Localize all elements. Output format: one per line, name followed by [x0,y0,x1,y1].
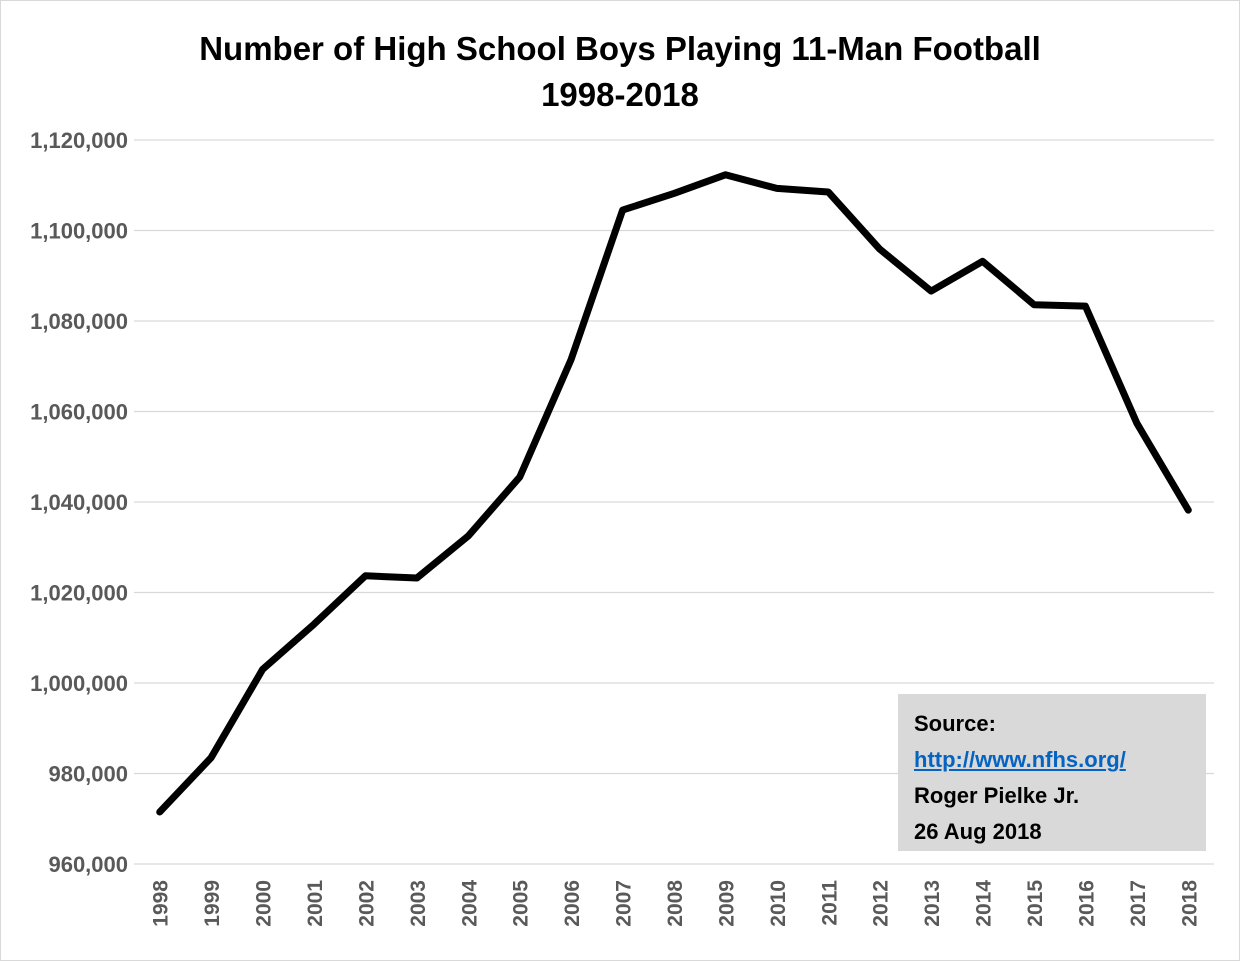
x-tick-label: 2005 [510,880,533,927]
series-group [156,171,1192,816]
data-point [672,191,676,196]
x-tick-label: 2006 [561,880,584,927]
source-author: Roger Pielke Jr. [914,783,1080,808]
data-point [157,809,162,814]
y-axis-ticks: 960,000 980,000 1,000,000 1,020,000 1,040,00… [30,128,128,877]
x-tick-label: 2012 [870,880,893,927]
data-point [826,190,831,195]
data-point [1134,421,1139,426]
x-tick-label: 2002 [355,880,378,927]
x-tick-label: 2008 [664,880,687,927]
x-tick-label: 1998 [150,880,173,927]
data-point [517,475,522,480]
x-tick-label: 2016 [1075,880,1098,927]
x-tick-label: 2004 [458,880,481,927]
y-tick-label: 1,100,000 [30,219,128,244]
x-tick-label: 2013 [921,880,944,927]
data-point [723,172,728,177]
data-point [363,573,368,578]
x-tick-label: 2018 [1178,880,1201,927]
x-tick-label: 2001 [304,880,327,927]
data-point [569,357,574,362]
y-tick-label: 1,120,000 [30,128,128,153]
data-point [980,259,985,264]
x-tick-label: 1999 [201,880,224,927]
y-tick-label: 1,020,000 [30,581,128,606]
x-tick-label: 2011 [818,880,841,926]
data-point [1032,302,1036,307]
source-label: Source: [914,711,996,736]
x-tick-label: 2003 [407,880,430,927]
y-tick-label: 1,040,000 [30,490,128,515]
y-tick-label: 960,000 [48,852,128,877]
source-link[interactable]: http://www.nfhs.org/ [914,747,1126,772]
chart-title-line1: Number of High School Boys Playing 11-Ma… [199,30,1041,67]
data-point [877,247,882,252]
x-tick-label: 2017 [1127,880,1150,927]
data-point [1186,508,1191,513]
source-date: 26 Aug 2018 [914,819,1042,844]
y-tick-label: 1,000,000 [30,671,128,696]
x-tick-label: 2000 [253,880,276,927]
data-point [929,289,934,294]
data-point [620,208,625,213]
y-tick-label: 1,060,000 [30,400,128,425]
source-box: Source: http://www.nfhs.org/ Roger Pielk… [898,694,1206,851]
y-tick-label: 1,080,000 [30,309,128,334]
x-tick-label: 2014 [973,880,996,927]
data-point [774,186,779,191]
x-tick-label: 2007 [613,880,636,927]
grid-lines [134,139,1214,865]
x-tick-label: 2009 [715,880,738,927]
chart-title: Number of High School Boys Playing 11-Ma… [0,26,1240,118]
data-point [260,667,265,672]
x-axis-ticks: 1998 1999 2000 2001 2002 2003 2004 2005 2006 2007… [150,880,1202,927]
data-point [414,576,419,581]
chart-subtitle: 1998-2018 [541,76,699,113]
data-point [466,533,471,538]
data-point [1083,304,1088,309]
data-point [312,622,316,627]
data-point [209,755,214,760]
y-tick-label: 980,000 [48,762,128,787]
x-tick-label: 2010 [767,880,790,927]
x-tick-label: 2015 [1024,880,1047,927]
